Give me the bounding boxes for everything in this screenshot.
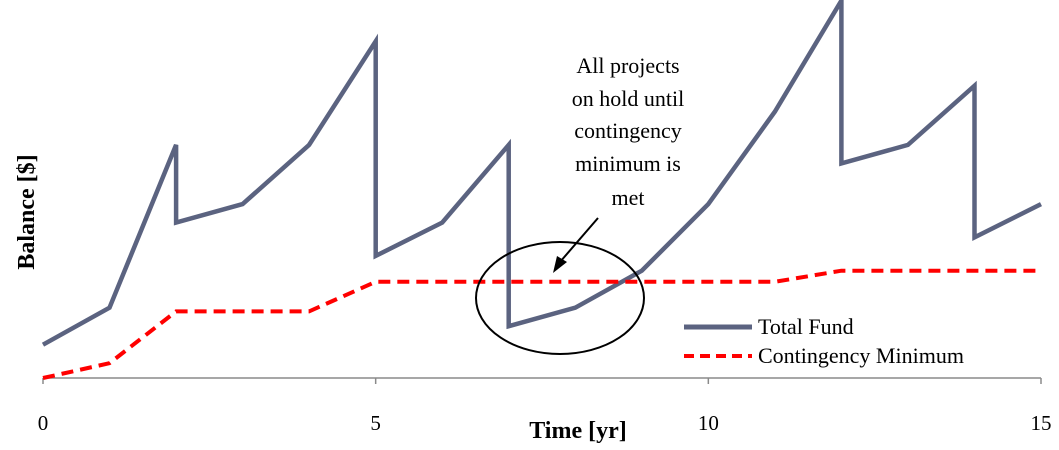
x-axis-title: Time [yr]: [529, 418, 627, 444]
x-tick-label-5: 5: [370, 411, 381, 435]
annotation-line-2: contingency: [574, 118, 682, 143]
series-layer: [41, 0, 1043, 380]
annotation-line-4: met: [612, 185, 645, 210]
x-tick-label-0: 0: [38, 411, 49, 435]
annotation-line-0: All projects: [576, 53, 679, 78]
annotation-text: All projects on hold until contingency mini…: [572, 53, 684, 210]
legend: Total Fund Contingency Minimum: [684, 314, 964, 368]
series-line-total-fund: [41, 0, 1043, 347]
annotation-line-1: on hold until: [572, 86, 684, 111]
annotation-line-3: minimum is: [575, 151, 681, 176]
x-tick-label-10: 10: [698, 411, 719, 435]
y-axis-title: Balance [$]: [14, 154, 40, 269]
annotation-arrow-head: [553, 256, 567, 273]
x-ticks: 0 5 10 15: [38, 378, 1052, 435]
annotation-arrow-line: [559, 217, 599, 263]
legend-label-contingency-minimum: Contingency Minimum: [758, 343, 964, 368]
annotation-ellipse: [475, 241, 645, 355]
x-tick-label-15: 15: [1031, 411, 1052, 435]
series-line-contingency-minimum: [42, 268, 1041, 380]
legend-label-total-fund: Total Fund: [758, 314, 854, 339]
annotation: All projects on hold until contingency mini…: [475, 53, 684, 355]
